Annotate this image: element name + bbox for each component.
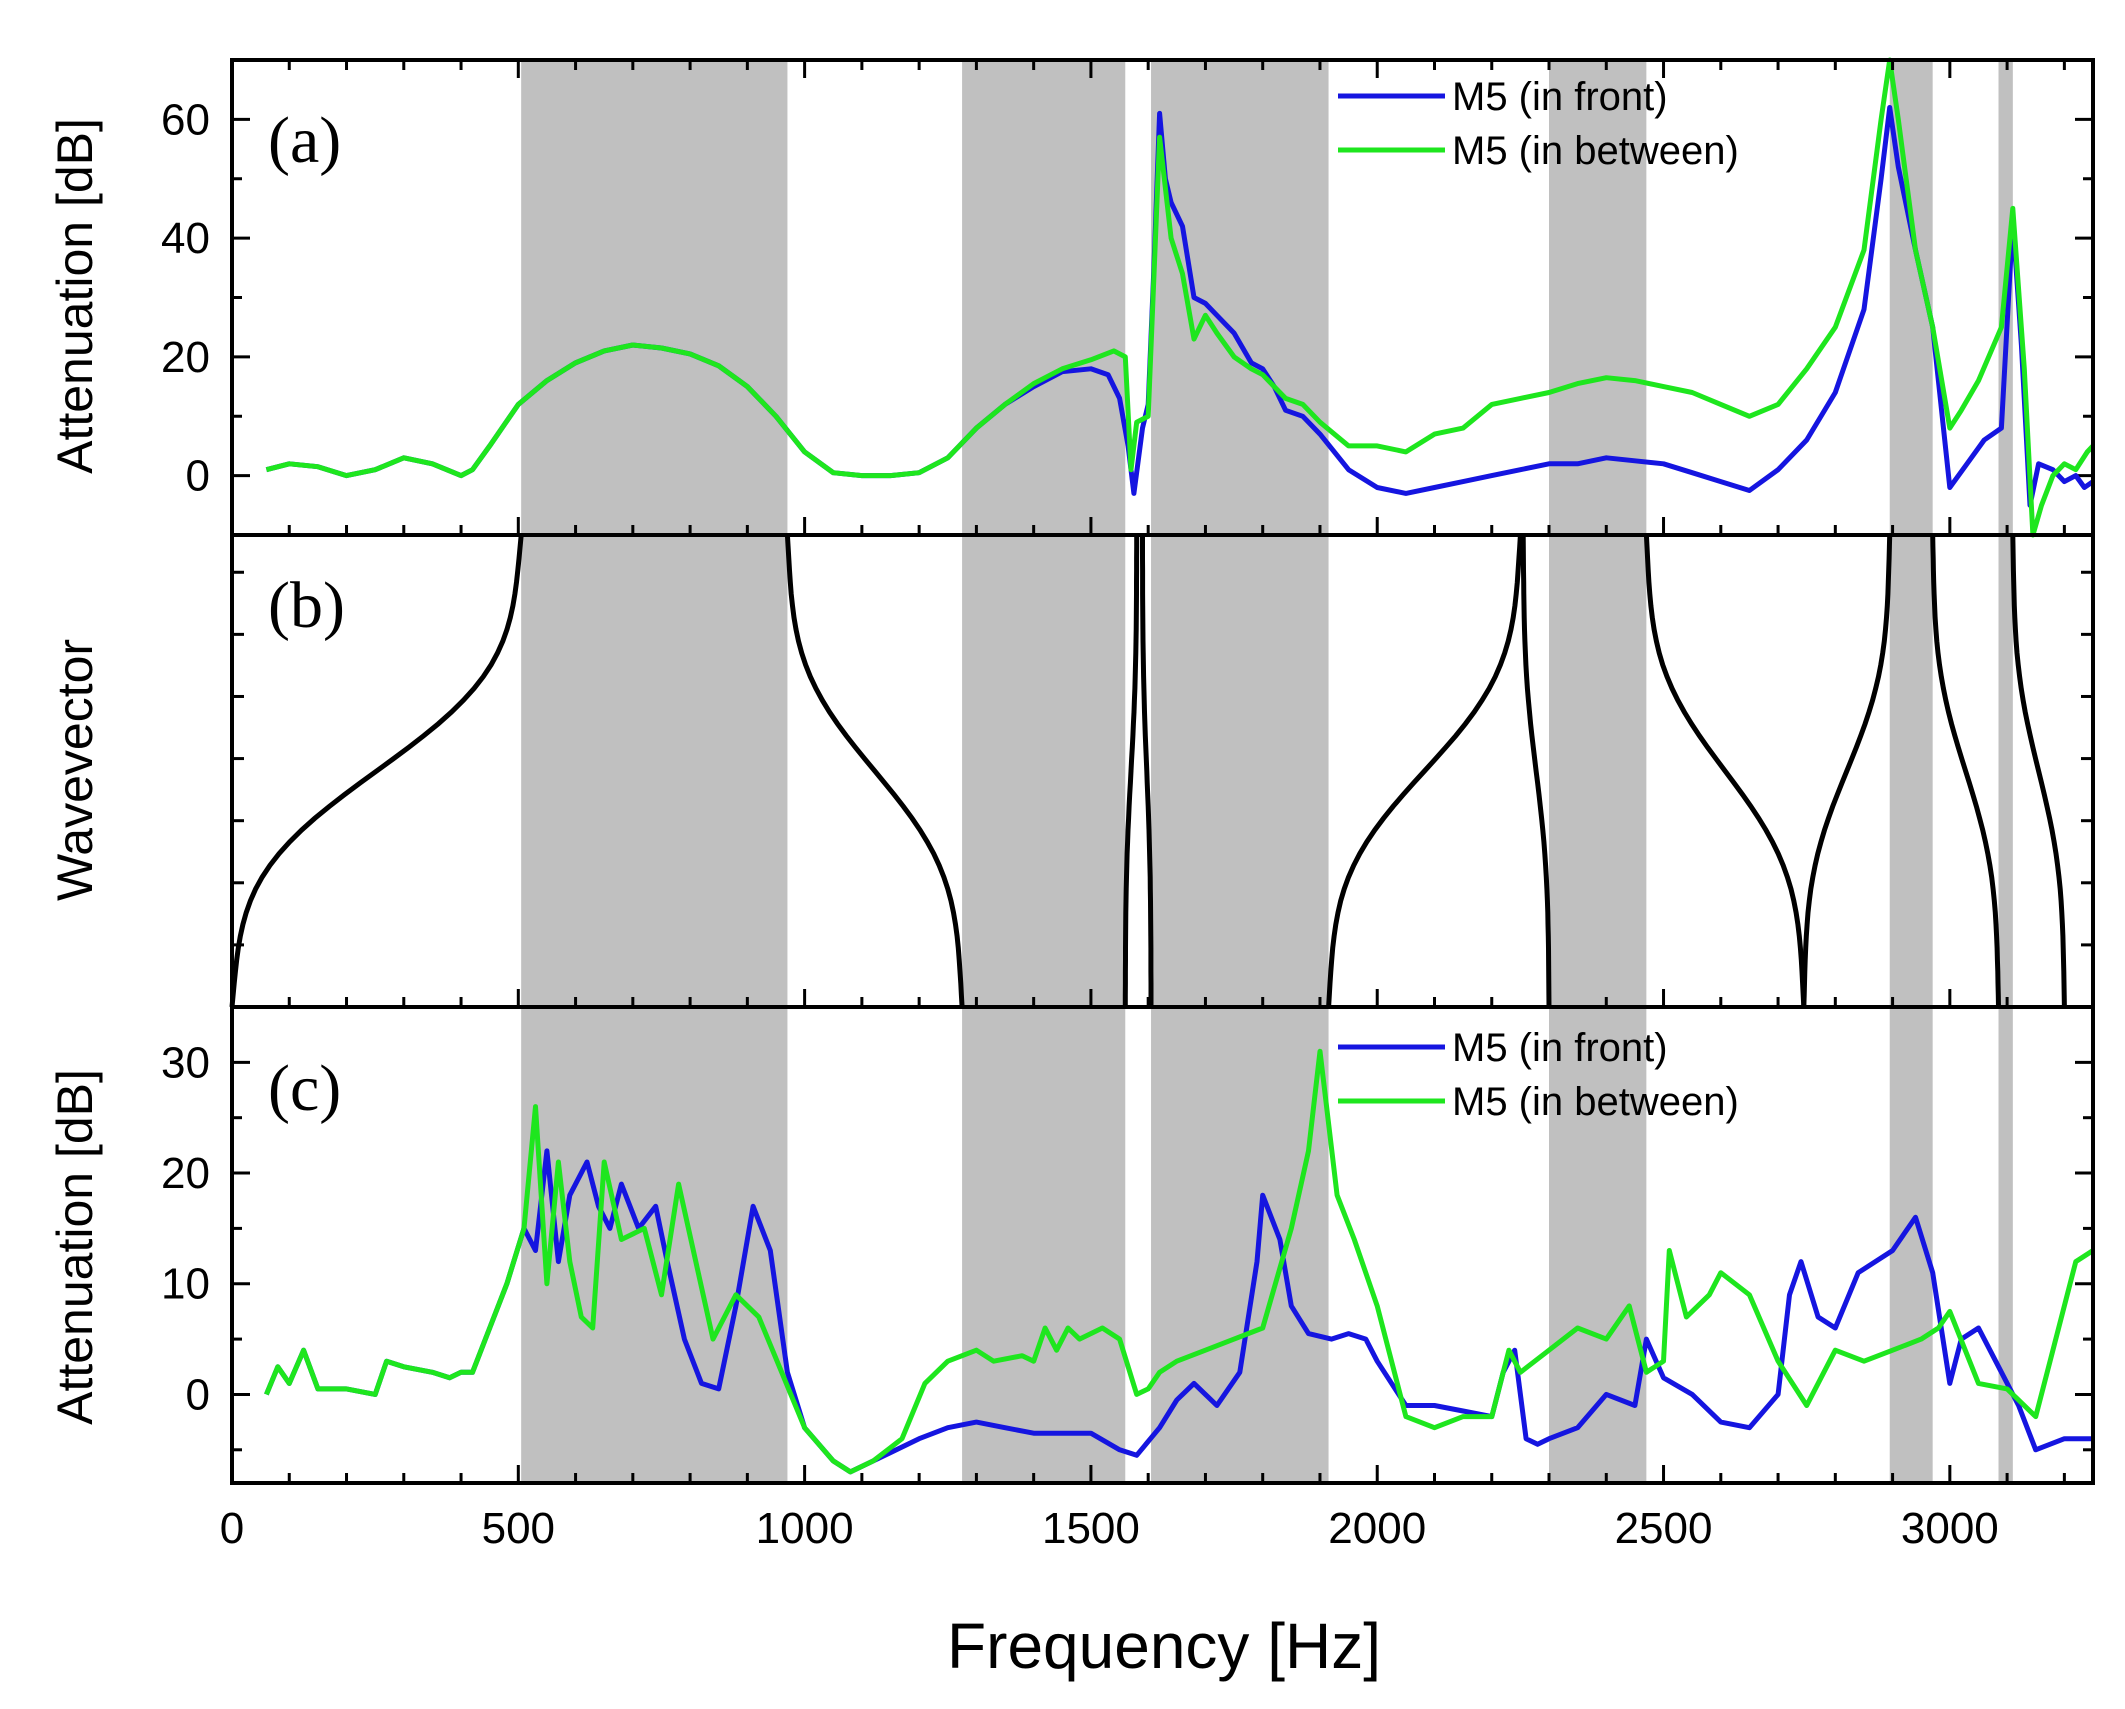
band-gap-5 xyxy=(1889,60,1933,1483)
panel-a-ytick-label: 60 xyxy=(161,95,210,144)
panel-c-ylabel: Attenuation [dB] xyxy=(47,1069,103,1425)
x-tick-label: 2500 xyxy=(1615,1504,1713,1553)
panel-frame-c xyxy=(230,1005,2095,1485)
legend-c-between-label: M5 (in between) xyxy=(1452,1080,1739,1124)
panel-b-ylabel: Wavevector xyxy=(47,639,103,901)
panel-c-ytick-label: 20 xyxy=(161,1149,210,1198)
x-tick-label: 1500 xyxy=(1042,1504,1140,1553)
wavevector-branch-2 xyxy=(784,534,965,1008)
wavevector-branch-7 xyxy=(1643,534,1807,1008)
x-tick-label: 1000 xyxy=(756,1504,854,1553)
band-gap-shading xyxy=(521,60,2013,1483)
panel-c-series-front xyxy=(264,1148,2093,1475)
panel-b-wavevector xyxy=(229,534,2093,1008)
wavevector-branch-8 xyxy=(1801,534,1893,1008)
band-gap-3 xyxy=(1151,60,1329,1483)
wavevector-branch-10 xyxy=(2010,534,2067,1008)
panel-a-ylabel: Attenuation [dB] xyxy=(47,118,103,474)
x-tick-label: 0 xyxy=(220,1504,244,1553)
panel-b-label: (b) xyxy=(268,569,345,642)
x-tick-label: 500 xyxy=(482,1504,555,1553)
wavevector-branch-4 xyxy=(1140,535,1154,1007)
panel-c-legend: M5 (in front) M5 (in between) xyxy=(1338,1026,1739,1124)
wavevector-branch-9 xyxy=(1930,534,2001,1008)
panel-frames xyxy=(230,58,2095,1485)
band-gap-4 xyxy=(1549,60,1647,1483)
x-tick-label: 3000 xyxy=(1901,1504,1999,1553)
panel-a-attenuation: 0 20 40 60 xyxy=(161,57,2095,538)
panel-a-legend: M5 (in front) M5 (in between) xyxy=(1338,75,1739,173)
panel-c-attenuation: 0 10 20 30 xyxy=(161,1005,2095,1475)
panel-a-ytick-label: 0 xyxy=(186,452,210,501)
panel-a-ytick-label: 40 xyxy=(161,214,210,263)
panel-a-series-between xyxy=(265,57,2095,538)
panel-c-label: (c) xyxy=(268,1052,341,1125)
x-axis-title: Frequency [Hz] xyxy=(947,1610,1381,1682)
band-gap-2 xyxy=(962,60,1126,1483)
panel-c-series-between xyxy=(264,1048,2095,1475)
wavevector-branch-6 xyxy=(1520,534,1552,1008)
panel-a-label: (a) xyxy=(268,104,341,177)
legend-a-between-label: M5 (in between) xyxy=(1452,129,1739,173)
wavevector-branch-5 xyxy=(1326,534,1523,1008)
panel-c-ytick-label: 30 xyxy=(161,1038,210,1087)
panel-a-ytick-label: 20 xyxy=(161,333,210,382)
wavevector-branch-1 xyxy=(229,534,524,1008)
wavevector-branch-3 xyxy=(1122,535,1140,1007)
legend-c-front-label: M5 (in front) xyxy=(1452,1026,1668,1070)
x-tick-label: 2000 xyxy=(1328,1504,1426,1553)
panel-c-ytick-label: 0 xyxy=(186,1370,210,1419)
panel-c-ytick-label: 10 xyxy=(161,1260,210,1309)
legend-a-front-label: M5 (in front) xyxy=(1452,75,1668,119)
x-axis: 0 500 1000 1500 2000 2500 3000 xyxy=(220,60,2066,1553)
